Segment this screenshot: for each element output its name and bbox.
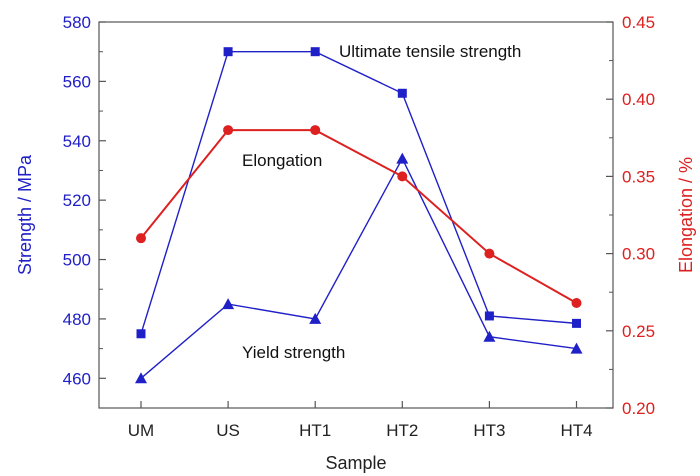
series-markers xyxy=(135,47,583,384)
x-axis-title: Sample xyxy=(325,453,386,473)
left-axis-title: Strength / MPa xyxy=(15,154,35,275)
left-axis-tick-label: 520 xyxy=(63,191,91,210)
right-axis-tick-label: 0.30 xyxy=(622,245,655,264)
left-axis-tick-label: 460 xyxy=(63,369,91,388)
ultimate-tensile-strength-line xyxy=(140,50,577,334)
ultimate-tensile-strength-point xyxy=(397,88,407,98)
left-axis-tick-label: 480 xyxy=(63,310,91,329)
plot-frame xyxy=(98,21,614,409)
elongation-label: Elongation xyxy=(242,151,322,170)
right-axis-title: Elongation / % xyxy=(676,157,696,273)
right-axis-tick-label: 0.20 xyxy=(622,399,655,418)
elongation-point xyxy=(484,248,495,259)
elongation-point xyxy=(310,125,321,136)
x-axis-tick-label: HT2 xyxy=(386,421,418,440)
right-axis-tick-label: 0.40 xyxy=(622,90,655,109)
yield-strength-line xyxy=(140,157,577,379)
left-axis-tick-label: 500 xyxy=(63,251,91,270)
right-axis-tick-label: 0.35 xyxy=(622,167,655,186)
ultimate-tensile-strength-point xyxy=(572,318,581,328)
elongation-point xyxy=(136,233,146,244)
yield-strength-point xyxy=(396,152,409,164)
right-axis-tick-label: 0.25 xyxy=(622,322,655,341)
ultimate-tensile-strength-label: Ultimate tensile strength xyxy=(339,42,521,61)
chart-text: 460 480 500 520 540 560 580 0.20 0.25 0.30 0.35 0.4… xyxy=(15,13,696,473)
elongation-point xyxy=(397,171,408,182)
yield-strength-point xyxy=(570,342,583,354)
ultimate-tensile-strength-point xyxy=(484,311,494,321)
left-axis-tick-label: 540 xyxy=(63,132,91,151)
yield-strength-point xyxy=(222,298,235,310)
yield-strength-point xyxy=(309,312,322,324)
series-lines xyxy=(140,50,577,379)
ultimate-tensile-strength-point xyxy=(136,329,146,339)
elongation-line xyxy=(140,129,577,304)
yield-strength-label: Yield strength xyxy=(242,343,345,362)
right-axis-tick-label: 0.45 xyxy=(622,13,655,32)
elongation-point xyxy=(571,298,582,309)
x-axis-tick-label: HT1 xyxy=(299,421,331,440)
x-axis-tick-label: US xyxy=(216,421,240,440)
x-axis-tick-label: HT3 xyxy=(473,421,505,440)
elongation-point xyxy=(223,125,234,136)
ultimate-tensile-strength-point xyxy=(310,47,320,57)
left-axis-tick-label: 560 xyxy=(63,72,91,91)
yield-strength-point xyxy=(135,372,147,384)
x-axis-tick-label: UM xyxy=(128,421,154,440)
yield-strength-point xyxy=(483,330,496,342)
axis-ticks xyxy=(99,21,613,409)
ultimate-tensile-strength-point xyxy=(223,47,233,57)
left-axis-tick-label: 580 xyxy=(63,13,91,32)
x-axis-tick-label: HT4 xyxy=(560,421,592,440)
